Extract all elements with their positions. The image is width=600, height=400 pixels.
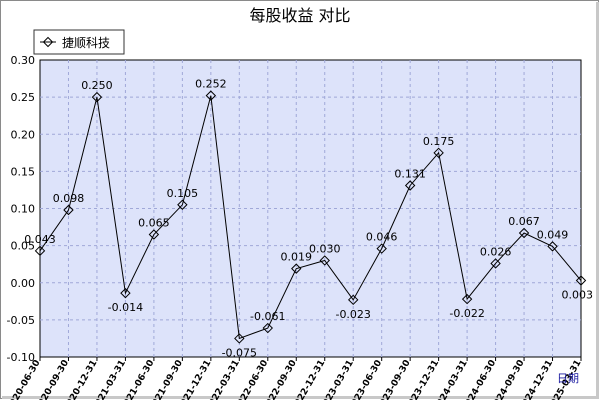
data-label: 0.030	[309, 242, 341, 255]
data-label: 0.065	[138, 216, 170, 229]
data-label: 0.026	[480, 245, 512, 258]
y-tick-label: 0.15	[11, 165, 36, 178]
legend-marker-icon	[42, 36, 54, 48]
data-label: 0.252	[195, 78, 227, 91]
y-tick-label: 0.00	[11, 277, 36, 290]
frame-shadow-right	[596, 2, 599, 399]
data-point-marker	[319, 255, 330, 266]
data-label: 0.019	[281, 251, 313, 264]
data-point-marker	[376, 243, 387, 254]
data-label: 0.067	[508, 215, 540, 228]
data-label: -0.022	[449, 307, 484, 320]
frame-shadow-bottom	[2, 396, 599, 399]
chart-title: 每股收益 对比	[249, 6, 350, 25]
data-label: 0.105	[167, 187, 199, 200]
data-label: -0.061	[250, 310, 285, 323]
y-tick-label: 0.20	[11, 128, 36, 141]
data-label: 0.131	[394, 167, 426, 180]
series-layer	[34, 90, 587, 344]
data-label: 0.046	[366, 231, 398, 244]
data-label: -0.014	[108, 301, 143, 314]
y-axis-ticks: 0.30 0.25 0.20 0.15 0.10 0.05 0.00 -0.05 -0.10	[7, 54, 35, 364]
data-label: 0.175	[423, 135, 455, 148]
data-point-marker	[291, 263, 302, 274]
data-point-marker	[177, 199, 188, 210]
data-point-marker	[433, 147, 444, 159]
data-label: 0.043	[24, 233, 56, 246]
data-point-marker	[120, 287, 131, 299]
series-line	[39, 95, 582, 340]
data-point-marker	[575, 275, 587, 286]
data-label: -0.023	[335, 308, 370, 321]
legend: 捷顺科技	[33, 29, 125, 55]
x-axis-label: 日期	[557, 372, 579, 385]
legend-label: 捷顺科技	[62, 36, 110, 50]
data-point-marker	[63, 204, 74, 216]
data-label: -0.075	[222, 346, 257, 359]
data-point-marker	[234, 333, 245, 344]
data-point-marker	[404, 180, 416, 191]
data-point-marker	[91, 91, 103, 103]
y-tick-label: 0.05	[11, 240, 36, 253]
data-point-marker	[205, 90, 217, 101]
data-point-marker	[547, 241, 558, 252]
data-point-marker	[148, 229, 160, 240]
data-point-marker	[34, 245, 46, 257]
data-label: 0.250	[81, 79, 113, 92]
data-point-marker	[490, 258, 501, 269]
data-label: 0.003	[562, 289, 594, 302]
y-tick-label: -0.05	[7, 314, 35, 327]
data-point-marker	[518, 227, 530, 239]
data-label: 0.049	[537, 228, 569, 241]
data-point-marker	[262, 322, 273, 334]
data-label: 0.098	[53, 192, 85, 205]
y-tick-label: 0.25	[11, 91, 36, 104]
y-tick-label: 0.10	[11, 203, 36, 216]
data-point-marker	[461, 293, 473, 305]
grid	[40, 60, 581, 357]
data-labels: 0.043 0.098 0.250 -0.014 0.065 0.105 0.252 -0.0…	[24, 78, 593, 360]
data-point-marker	[348, 294, 359, 306]
y-tick-label: 0.30	[11, 54, 36, 67]
y-tick-label: -0.10	[7, 351, 35, 364]
